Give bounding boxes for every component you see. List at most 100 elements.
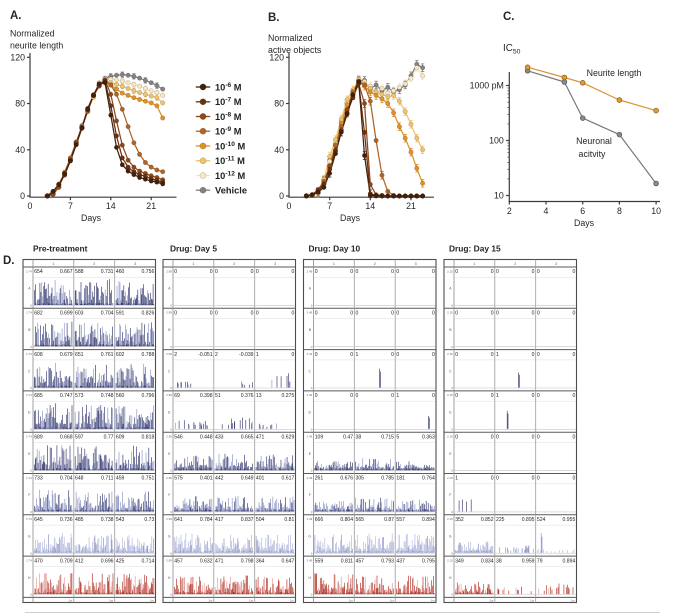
svg-text:1m: 1m	[530, 598, 535, 602]
svg-text:1000 pM: 1000 pM	[470, 81, 504, 91]
svg-text:0.714: 0.714	[142, 558, 155, 564]
svg-text:1m: 1m	[489, 598, 494, 602]
svg-text:0.696: 0.696	[101, 558, 114, 564]
svg-text:0.77: 0.77	[104, 434, 114, 440]
svg-text:0: 0	[315, 311, 318, 317]
svg-text:21: 21	[406, 201, 416, 211]
svg-text:0.804: 0.804	[340, 517, 353, 523]
svg-text:7: 7	[68, 201, 73, 211]
svg-text:0: 0	[496, 476, 499, 482]
svg-text:0: 0	[315, 269, 318, 275]
svg-text:2.74: 2.74	[26, 435, 32, 439]
svg-text:0: 0	[537, 393, 540, 399]
svg-text:0: 0	[491, 352, 494, 358]
svg-text:0.798: 0.798	[241, 558, 254, 564]
svg-text:645: 645	[34, 517, 43, 523]
svg-text:0: 0	[311, 304, 313, 308]
svg-text:412: 412	[75, 558, 84, 564]
svg-text:0.784: 0.784	[200, 517, 213, 523]
svg-text:0.363: 0.363	[422, 434, 435, 440]
svg-text:2.99: 2.99	[166, 393, 172, 397]
svg-text:2.49: 2.49	[307, 352, 313, 356]
svg-text:417: 417	[215, 517, 224, 523]
svg-text:0.275: 0.275	[282, 393, 295, 399]
svg-text:0: 0	[391, 352, 394, 358]
svg-text:0.959: 0.959	[522, 558, 535, 564]
svg-text:21: 21	[146, 201, 156, 211]
svg-text:0.894: 0.894	[422, 517, 435, 523]
svg-text:100: 100	[489, 136, 504, 146]
svg-text:1m: 1m	[430, 598, 435, 602]
svg-text:120: 120	[10, 52, 25, 62]
svg-text:0.649: 0.649	[241, 476, 254, 482]
svg-text:0.793: 0.793	[381, 558, 394, 564]
svg-text:0.47: 0.47	[343, 434, 353, 440]
svg-text:471: 471	[215, 558, 224, 564]
svg-text:F: F	[449, 493, 451, 497]
svg-text:2.49: 2.49	[307, 393, 313, 397]
svg-text:-0.051: -0.051	[198, 352, 213, 358]
svg-text:0: 0	[170, 345, 172, 349]
svg-text:0: 0	[170, 304, 172, 308]
svg-text:181: 181	[396, 476, 405, 482]
svg-text:10-9 M: 10-9 M	[215, 126, 242, 137]
svg-text:0: 0	[287, 201, 292, 211]
svg-text:0.711: 0.711	[101, 476, 114, 482]
svg-text:H: H	[309, 576, 312, 580]
svg-text:0.738: 0.738	[101, 517, 114, 523]
svg-text:0: 0	[20, 191, 25, 201]
svg-text:1m: 1m	[150, 598, 155, 602]
svg-text:0: 0	[291, 269, 294, 275]
svg-text:0: 0	[455, 393, 458, 399]
svg-text:0.747: 0.747	[60, 393, 73, 399]
svg-text:F: F	[28, 493, 30, 497]
svg-text:1: 1	[473, 262, 475, 266]
svg-text:0: 0	[532, 393, 535, 399]
svg-text:0: 0	[210, 269, 213, 275]
svg-text:0: 0	[174, 269, 177, 275]
svg-text:0: 0	[210, 311, 213, 317]
svg-text:E: E	[309, 452, 312, 456]
svg-text:0: 0	[391, 311, 394, 317]
svg-text:0: 0	[391, 393, 394, 399]
svg-text:459: 459	[116, 476, 125, 482]
svg-text:543: 543	[116, 517, 125, 523]
svg-text:457: 457	[174, 558, 183, 564]
svg-text:0.667: 0.667	[60, 269, 73, 275]
svg-text:0.704: 0.704	[101, 311, 114, 317]
svg-text:2: 2	[93, 262, 95, 266]
svg-text:641: 641	[174, 517, 183, 523]
svg-text:689: 689	[34, 434, 43, 440]
svg-text:575: 575	[174, 476, 183, 482]
svg-text:0: 0	[30, 551, 32, 555]
svg-text:3: 3	[134, 262, 136, 266]
svg-text:0: 0	[291, 352, 294, 358]
svg-text:0: 0	[455, 269, 458, 275]
svg-text:C: C	[309, 369, 312, 373]
svg-text:0: 0	[350, 269, 353, 275]
svg-text:2.99: 2.99	[166, 435, 172, 439]
svg-text:80: 80	[274, 99, 284, 109]
svg-text:2.49: 2.49	[307, 476, 313, 480]
svg-text:0.629: 0.629	[282, 434, 295, 440]
svg-text:0: 0	[537, 269, 540, 275]
svg-text:0: 0	[30, 510, 32, 514]
svg-text:0: 0	[256, 311, 259, 317]
svg-text:14: 14	[365, 201, 375, 211]
svg-text:0: 0	[311, 386, 313, 390]
svg-text:0: 0	[451, 304, 453, 308]
svg-text:0: 0	[491, 393, 494, 399]
svg-text:1: 1	[333, 262, 335, 266]
svg-text:8: 8	[617, 206, 622, 216]
svg-text:654: 654	[34, 269, 43, 275]
svg-text:0: 0	[215, 311, 218, 317]
svg-text:D: D	[309, 411, 312, 415]
svg-text:2: 2	[514, 262, 516, 266]
svg-text:10-11 M: 10-11 M	[215, 156, 245, 167]
svg-text:0: 0	[496, 269, 499, 275]
svg-text:0: 0	[391, 269, 394, 275]
svg-text:2.99: 2.99	[166, 311, 172, 315]
svg-text:0.761: 0.761	[101, 352, 114, 358]
svg-text:3: 3	[274, 262, 276, 266]
svg-text:0.895: 0.895	[522, 517, 535, 523]
